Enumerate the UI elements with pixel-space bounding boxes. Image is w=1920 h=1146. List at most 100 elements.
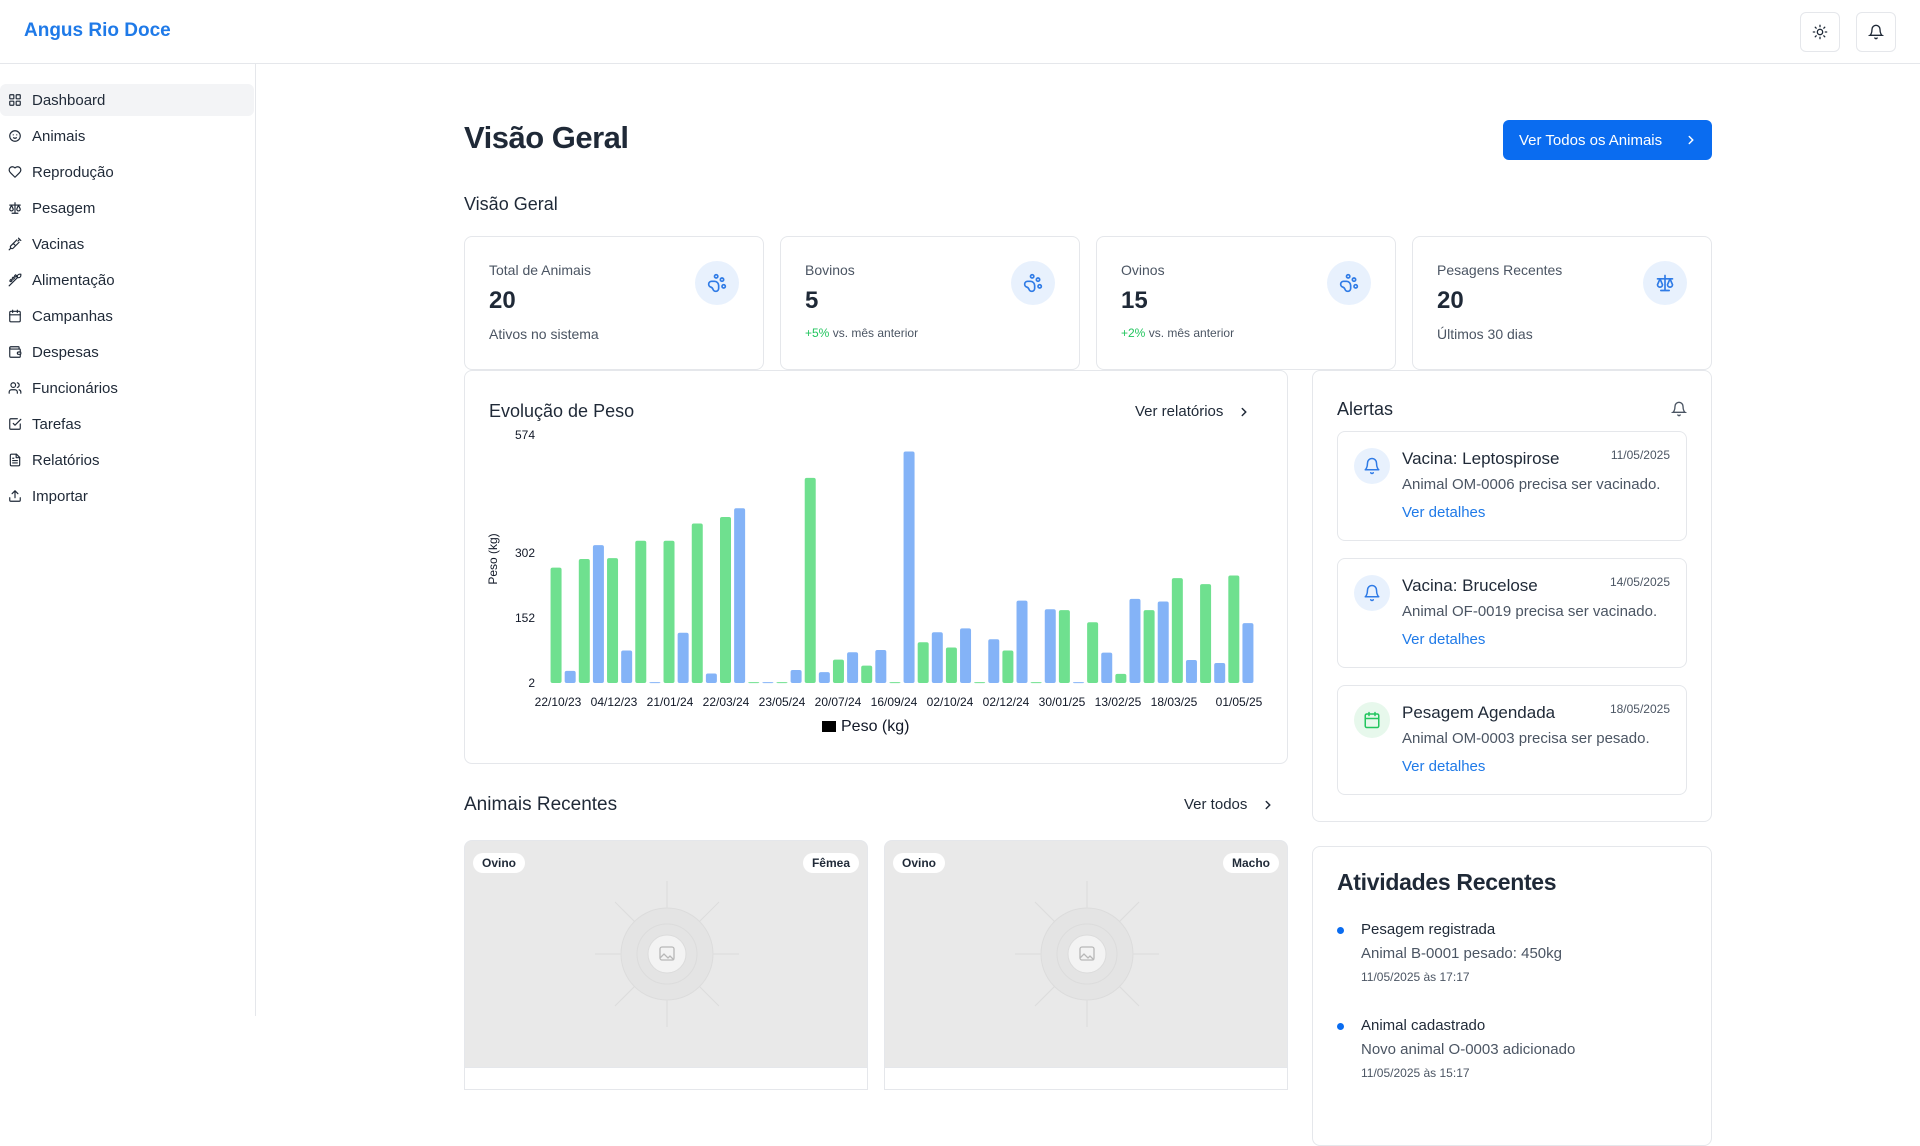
weight-bar[interactable] [748, 682, 760, 684]
weight-bar[interactable] [889, 682, 901, 684]
x-tick-label: 04/12/23 [591, 695, 638, 709]
weight-bar[interactable] [550, 567, 562, 683]
weight-bar[interactable] [677, 632, 689, 683]
checkbox-icon [9, 418, 22, 430]
alert-details-link[interactable]: Ver detalhes [1402, 504, 1486, 521]
weight-bar[interactable] [988, 639, 1000, 683]
animal-card[interactable]: Ovino Macho [884, 840, 1288, 1090]
weight-bar[interactable] [578, 559, 590, 683]
weight-bar[interactable] [903, 451, 915, 683]
weight-bar[interactable] [1044, 609, 1056, 683]
animal-card-footer [885, 1067, 1287, 1089]
weight-bar[interactable] [1129, 598, 1141, 683]
stat-trend: +2% vs. mês anterior [1121, 326, 1234, 340]
weight-bar[interactable] [847, 652, 859, 683]
x-tick-label: 02/12/24 [983, 695, 1030, 709]
alert-title: Pesagem Agendada [1402, 703, 1556, 722]
weight-bar[interactable] [1101, 652, 1113, 683]
view-reports-label: Ver relatórios [1135, 403, 1224, 420]
sidebar-item-alimentacao[interactable]: Alimentação [0, 264, 254, 296]
weight-bar[interactable] [607, 558, 619, 683]
weight-bar[interactable] [705, 673, 717, 683]
weight-bar[interactable] [1157, 601, 1169, 683]
stat-card: Pesagens Recentes 20 Últimos 30 dias [1412, 236, 1712, 370]
weight-bar[interactable] [1058, 610, 1070, 683]
weight-bar[interactable] [861, 665, 873, 683]
feed-icon [8, 273, 22, 287]
x-tick-label: 16/09/24 [871, 695, 918, 709]
weight-bar[interactable] [945, 647, 957, 683]
weight-bar[interactable] [804, 477, 816, 683]
sidebar-item-vacinas[interactable]: Vacinas [0, 228, 254, 260]
alert-date: 18/05/2025 [1609, 702, 1670, 716]
stat-label: Pesagens Recentes [1437, 262, 1563, 278]
bell-icon [1364, 584, 1380, 602]
stat-card: Bovinos 5 +5% vs. mês anterior [780, 236, 1080, 370]
x-tick-label: 01/05/25 [1216, 695, 1263, 709]
sidebar-item-campanhas[interactable]: Campanhas [0, 300, 254, 332]
weight-bar[interactable] [875, 650, 887, 683]
weight-bar[interactable] [762, 682, 774, 684]
weight-bar[interactable] [564, 670, 576, 683]
weight-bar[interactable] [1073, 682, 1084, 684]
weight-bar[interactable] [1087, 622, 1099, 683]
theme-toggle-button[interactable] [1800, 12, 1840, 52]
weight-bar[interactable] [832, 659, 844, 683]
weight-bar[interactable] [592, 545, 604, 683]
sidebar-item-pesagem[interactable]: Pesagem [0, 192, 254, 224]
weight-bar[interactable] [1002, 650, 1014, 683]
sidebar-item-animais[interactable]: Animais [0, 120, 254, 152]
weight-bar[interactable] [663, 540, 675, 683]
weight-bar[interactable] [1185, 660, 1197, 683]
activity-time: 11/05/2025 às 17:17 [1361, 970, 1470, 984]
weight-bar[interactable] [790, 669, 802, 683]
x-tick-label: 18/03/25 [1151, 695, 1198, 709]
sidebar-item-funcionarios[interactable]: Funcionários [0, 372, 254, 404]
sidebar-item-despesas[interactable]: Despesas [0, 336, 254, 368]
animal-icon [9, 130, 21, 142]
view-reports-link[interactable]: Ver relatórios [1135, 403, 1251, 420]
view-all-animals-label: Ver Todos os Animais [1519, 131, 1663, 149]
bell-icon [1868, 24, 1884, 40]
weight-bar[interactable] [1115, 673, 1127, 683]
sidebar-item-reproducao[interactable]: Reprodução [0, 156, 254, 188]
weight-bar[interactable] [649, 682, 661, 684]
weight-bar[interactable] [1242, 623, 1254, 683]
weight-bar[interactable] [1200, 584, 1212, 683]
image-placeholder [1015, 881, 1159, 1027]
animal-card[interactable]: Ovino Fêmea [464, 840, 868, 1090]
brand-title[interactable]: Angus Rio Doce [24, 20, 171, 41]
weight-bar[interactable] [691, 523, 703, 683]
view-all-animals-button[interactable]: Ver Todos os Animais [1503, 120, 1712, 160]
weight-bar[interactable] [776, 682, 788, 684]
weight-bar[interactable] [974, 682, 986, 684]
syringe-icon [8, 237, 22, 251]
weight-bar[interactable] [960, 628, 972, 683]
section-title: Visão Geral [464, 194, 558, 214]
weight-bar[interactable] [1016, 600, 1028, 683]
weight-bar[interactable] [621, 650, 633, 683]
sidebar-item-relatorios[interactable]: Relatórios [0, 444, 254, 476]
sidebar-item-importar[interactable]: Importar [0, 480, 254, 512]
weight-bar[interactable] [1143, 610, 1155, 683]
weight-bar[interactable] [917, 642, 929, 683]
sidebar-item-label: Despesas [32, 343, 99, 361]
alert-details-link[interactable]: Ver detalhes [1402, 631, 1486, 648]
bell-icon [1364, 457, 1380, 475]
notifications-button[interactable] [1856, 12, 1896, 52]
sidebar-item-dashboard[interactable]: Dashboard [0, 84, 254, 116]
weight-bar[interactable] [931, 632, 943, 683]
alert-details-link[interactable]: Ver detalhes [1402, 758, 1486, 775]
weight-bar[interactable] [1171, 578, 1183, 683]
weight-bar[interactable] [1228, 575, 1240, 683]
weight-bar[interactable] [1214, 663, 1226, 683]
sidebar-item-tarefas[interactable]: Tarefas [0, 408, 254, 440]
weight-bar[interactable] [734, 508, 746, 683]
view-all-link[interactable]: Ver todos [1184, 796, 1275, 813]
weight-bar[interactable] [818, 672, 830, 683]
weight-bar[interactable] [1030, 682, 1042, 684]
x-tick-label: 20/07/24 [815, 695, 862, 709]
activity-name: Pesagem registrada [1361, 921, 1496, 938]
weight-bar[interactable] [635, 540, 647, 683]
weight-bar[interactable] [720, 516, 731, 683]
